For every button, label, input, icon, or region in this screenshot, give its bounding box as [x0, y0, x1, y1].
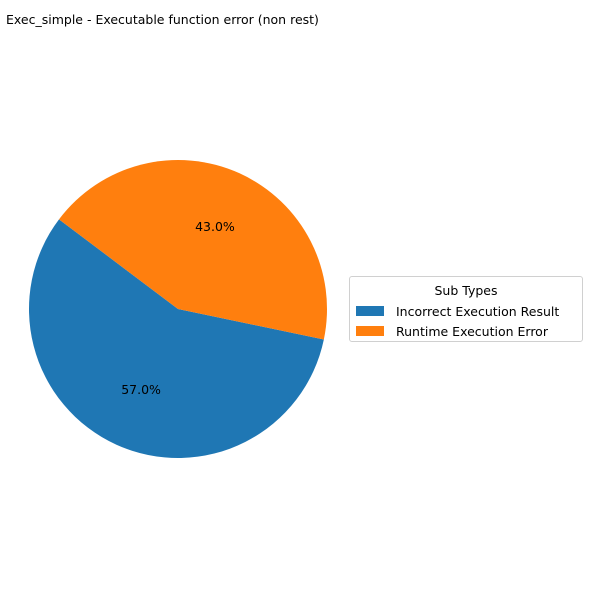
pie-label-incorrect-execution-result: 57.0%	[121, 382, 161, 397]
pie-slice-incorrect-execution-result	[28, 219, 324, 459]
legend-label-incorrect-execution-result: Incorrect Execution Result	[396, 303, 560, 319]
legend-label-runtime-execution-error: Runtime Execution Error	[396, 323, 548, 339]
pie-slice-runtime-execution-error	[59, 160, 327, 340]
legend: Sub Types Incorrect Execution Result Run…	[349, 276, 583, 342]
legend-swatch-incorrect-execution-result	[356, 306, 384, 316]
chart-title: Exec_simple - Executable function error …	[6, 12, 319, 27]
legend-item-runtime-execution-error: Runtime Execution Error	[356, 323, 548, 339]
pie-label-runtime-execution-error: 43.0%	[195, 219, 235, 234]
legend-title: Sub Types	[434, 283, 498, 298]
legend-item-incorrect-execution-result: Incorrect Execution Result	[356, 303, 560, 319]
legend-swatch-runtime-execution-error	[356, 326, 384, 336]
